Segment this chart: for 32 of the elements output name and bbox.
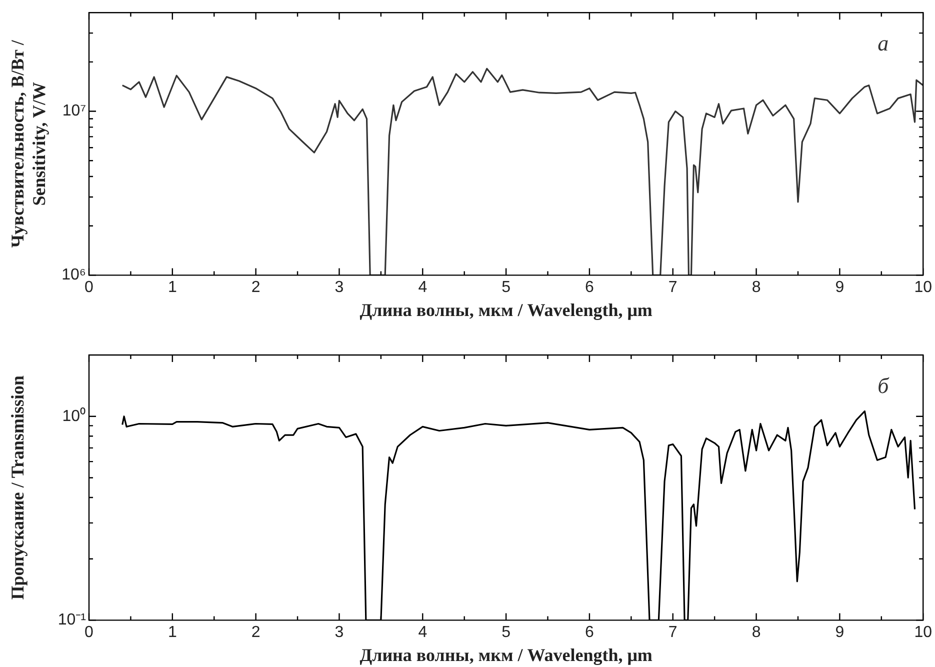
x-tick-label: 4 [418,624,428,642]
y-tick-label: 10⁷ [62,102,86,120]
x-tick-label: 5 [502,279,511,296]
x-tick-label: 2 [251,279,260,296]
y-tick-label: 10⁻¹ [58,612,86,629]
annotation: б [878,372,890,398]
y-axis-title: Чувствительность, В/Вт / Sensitivity, V/W [7,39,50,248]
x-tick-label: 9 [835,624,844,642]
x-tick-label: 0 [84,624,94,642]
x-tick-label: 8 [752,624,761,642]
x-tick-label: 7 [668,279,678,296]
y-tick-label: 10⁶ [62,266,86,284]
annotation: a [878,30,889,56]
x-tick-label: 7 [668,624,678,642]
y-axis-title: Пропускание / Transmission [7,375,28,600]
x-tick-label: 6 [585,279,594,296]
x-tick-label: 5 [502,624,511,642]
x-tick-label: 4 [418,279,428,296]
x-tick-label: 3 [334,279,344,296]
x-tick-label: 6 [585,624,594,642]
x-tick-label: 10 [914,624,932,642]
x-tick-label: 2 [251,624,260,642]
x-tick-label: 8 [752,279,761,296]
x-tick-label: 1 [168,279,177,296]
x-axis-title: Длина волны, мкм / Wavelength, μm [360,300,652,320]
x-tick-label: 3 [334,624,344,642]
x-tick-label: 0 [84,279,94,296]
x-tick-label: 10 [914,279,932,296]
y-tick-label: 10⁰ [62,406,86,425]
x-tick-label: 9 [835,279,844,296]
x-tick-label: 1 [168,624,177,642]
x-axis-title: Длина волны, мкм / Wavelength, μm [360,644,652,665]
